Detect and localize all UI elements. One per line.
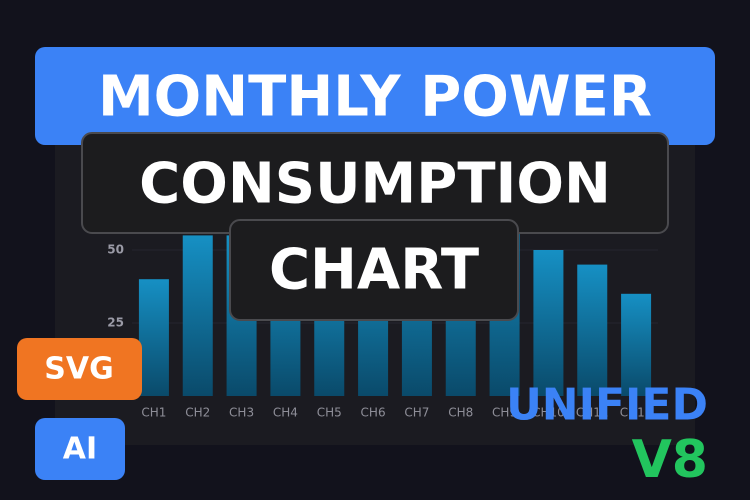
x-tick-label: CH10 [532,406,565,420]
x-tick-label: CH11 [576,406,609,420]
y-tick-label: 50 [107,243,124,257]
x-tick-label: CH7 [404,406,429,420]
x-tick-label: CH8 [448,406,473,420]
x-tick-label: CH6 [361,406,386,420]
x-tick-label: CH1 [141,406,166,420]
brand-name: UNIFIED [506,380,708,431]
x-tick-label: CH2 [185,406,210,420]
title-line: MONTHLY POWER [98,65,652,130]
title-box [35,47,715,145]
bar [138,279,169,396]
x-tick-label: CH5 [317,406,342,420]
x-tick-label: CH3 [229,406,254,420]
badge-box [35,418,125,480]
brand-version: V8 [632,430,708,490]
bar [182,235,213,396]
title-line: CONSUMPTION [139,152,611,217]
x-tick-label: CH9 [492,406,517,420]
y-tick-label: 25 [107,316,124,330]
bar [533,250,564,396]
bar [577,264,608,396]
badge: AI [63,432,97,467]
bar [621,293,652,396]
badge: SVG [44,352,113,387]
x-tick-label: CH12 [620,406,653,420]
x-tick-label: CH4 [273,406,298,420]
title-box [229,219,519,321]
title-line: CHART [269,238,479,303]
badge-box [17,338,142,400]
